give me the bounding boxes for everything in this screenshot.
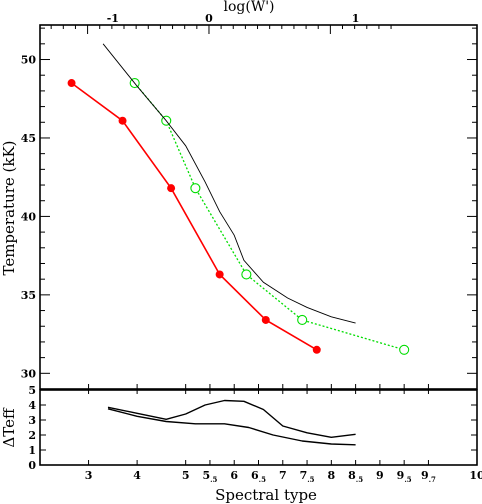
spectral-type-label: 10: [469, 469, 482, 482]
main-ticks: [40, 25, 478, 466]
spectral-type-label: 7.5: [300, 469, 315, 484]
series-red-line: [71, 82, 318, 351]
top-axis-title: log(W'): [223, 0, 274, 15]
top-tick-label: 1: [352, 12, 360, 25]
y-tick-label: 30: [21, 367, 37, 380]
spectral-type-label: 8: [328, 469, 336, 482]
red-point: [261, 315, 270, 324]
green-point: [241, 269, 252, 280]
green-point: [297, 314, 308, 326]
residual-y-tick-label: 5: [28, 384, 36, 397]
y-tick-label: 45: [21, 132, 36, 145]
spectral-type-label: 9: [376, 469, 384, 482]
y-tick-label: 50: [21, 54, 37, 67]
top-tick-label: 0: [205, 12, 213, 25]
spectral-type-label: 7: [279, 469, 287, 482]
green-point: [399, 344, 410, 355]
top-tick-label: -1: [107, 12, 119, 25]
spectral-type-label: 8.5: [348, 469, 363, 484]
residual-y-axis-title: ΔTeff: [0, 407, 18, 448]
green-point: [190, 183, 201, 194]
residual-y-tick-label: 3: [28, 414, 36, 427]
red-point: [67, 79, 76, 88]
spectral-type-label: 9.7: [421, 469, 436, 484]
residual-layer: [107, 399, 356, 446]
residual-y-tick-label: 4: [28, 399, 36, 412]
spectral-type-label: 9.5: [397, 469, 412, 484]
series-layer: [67, 43, 410, 355]
y-tick-label: 35: [21, 289, 36, 302]
red-point: [167, 184, 176, 193]
spectral-type-label: 6.5: [251, 469, 266, 484]
red-point: [215, 270, 224, 279]
spectral-type-label: 6: [230, 469, 238, 482]
series-black-line: [102, 43, 356, 324]
bottom-axis-title: Spectral type: [215, 486, 317, 504]
plot-frames: [39, 24, 478, 466]
spectral-type-label: 5.5: [202, 469, 217, 484]
spectral-type-label: 5: [182, 469, 190, 482]
y-axis-title: Temperature (kK): [0, 140, 18, 275]
red-point: [312, 345, 321, 354]
y-tick-label: 40: [21, 210, 37, 223]
residual-y-tick-label: 2: [28, 429, 36, 442]
residual-line-2: [107, 408, 356, 446]
series-green-line: [134, 82, 405, 351]
spectral-type-label: 3: [85, 469, 93, 482]
residual-line-1: [107, 399, 356, 438]
residual-y-tick-label: 0: [28, 459, 36, 472]
red-point: [118, 116, 127, 125]
main-frame: [39, 24, 478, 390]
residual-y-tick-label: 1: [28, 444, 36, 457]
spectral-type-label: 4: [133, 469, 141, 482]
residual-frame: [39, 389, 478, 466]
